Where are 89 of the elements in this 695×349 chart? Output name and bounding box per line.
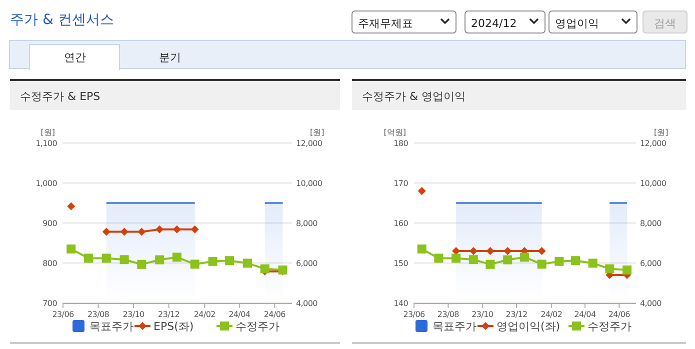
y-tick-label: 700 [42,299,58,308]
y-tick-label: 170 [394,179,408,188]
x-tick-label: 23/08 [437,310,460,319]
x-tick-label: 23/10 [122,310,145,319]
point [102,254,111,263]
y2-tick-label: 6,000 [640,259,662,268]
point [172,252,182,262]
legend-label: 수정주가 [236,320,280,333]
text: 주가 & 컨센서스 [10,12,114,28]
point [486,247,494,255]
y2-tick-label: 4,000 [640,299,662,308]
point [190,260,200,269]
x-tick-label: 24/06 [264,310,286,319]
point [190,225,199,234]
point [137,260,146,269]
point [588,258,598,268]
y2-tick-label: 10,000 [296,179,322,188]
y2-tick-label: 8,000 [640,219,662,228]
point [570,256,580,266]
point [520,252,529,262]
point [554,256,564,266]
point [66,244,76,254]
y-tick-label: 900 [42,219,58,228]
point [102,228,110,236]
x-tick-label: 23/12 [506,310,528,319]
x-tick-label: 24/06 [608,310,630,319]
point [67,202,76,210]
y-axis-title: [억원] [384,128,406,137]
x-tick-label: 24/02 [194,310,216,319]
point [172,225,181,234]
y2-axis-title: [원] [310,128,324,137]
y2-tick-label: 4,000 [296,299,318,308]
x-tick-label: 23/12 [158,310,180,319]
point [486,260,495,269]
legend-label: 수정주가 [588,320,632,333]
y-axis-title: [원] [40,128,55,137]
x-tick-label: 23/10 [472,310,494,319]
text: 검색 [654,17,676,30]
point [155,255,164,264]
y2-tick-label: 12,000 [296,139,322,148]
legend-label: 영업이익(좌) [496,320,560,333]
y2-tick-label: 12,000 [640,139,666,148]
y-tick-label: 180 [394,139,408,148]
point [452,254,461,263]
point [434,254,444,263]
legend-label: 목표주가 [432,320,476,333]
text: 연간 [64,51,86,64]
point [120,228,128,236]
point [504,247,512,255]
y-tick-label: 160 [394,219,408,228]
y-tick-label: 150 [394,259,408,268]
x-tick-label: 23/08 [87,310,110,319]
y-tick-label: 1,100 [36,139,58,148]
x-tick-label: 23/06 [403,310,425,319]
point [84,254,93,263]
point [225,256,234,266]
point [503,255,512,264]
y2-tick-label: 6,000 [296,259,318,268]
x-tick-label: 24/04 [228,310,250,319]
text: 주재무제표 [358,17,413,30]
y-tick-label: 1,000 [36,179,58,188]
legend-label: EPS(좌) [154,320,194,333]
chart-title: 수정주가 & 영업이익 [362,90,466,103]
chart-title: 수정주가 & EPS [20,90,100,103]
y-tick-label: 800 [42,259,58,268]
x-tick-label: 24/02 [540,310,562,319]
y2-tick-label: 8,000 [296,219,318,228]
x-tick-label: 24/04 [574,310,596,319]
point [418,187,426,195]
point [156,225,164,234]
point [242,258,252,268]
point [260,264,270,274]
point [605,264,614,274]
legend-label: 목표주가 [90,320,134,333]
point [538,247,546,255]
point [622,266,632,274]
text: 분기 [159,51,181,64]
y2-tick-label: 10,000 [640,179,666,188]
point [120,255,129,264]
point [208,256,218,266]
y-tick-label: 140 [394,299,408,308]
point [138,228,146,236]
point [537,260,546,269]
text: 영업이익 [555,17,599,30]
y2-axis-title: [원] [654,128,668,137]
point [468,255,478,264]
text: 2024/12 [471,17,517,30]
x-tick-label: 23/06 [52,310,74,319]
point [417,244,426,254]
